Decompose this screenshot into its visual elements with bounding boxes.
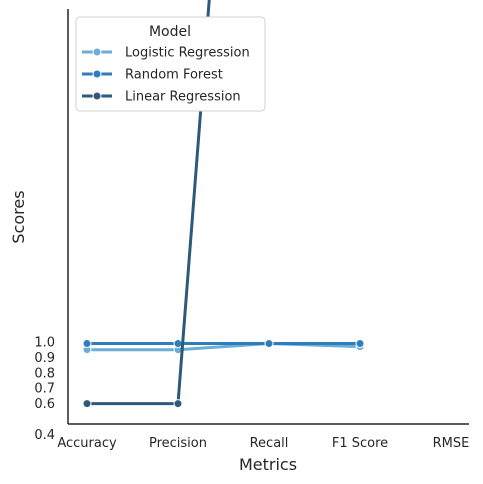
y-tick-label: 0.6	[34, 397, 55, 412]
y-tick-label: 0.4	[34, 428, 55, 443]
y-tick-label: 0.7	[34, 382, 55, 397]
legend-label: Logistic Regression	[125, 46, 250, 61]
data-point	[82, 399, 92, 409]
series-layer	[82, 0, 365, 409]
x-tick-label: RMSE	[433, 436, 470, 451]
legend-title: Model	[149, 24, 191, 40]
data-point	[264, 339, 274, 349]
legend-item: Linear Regression	[82, 90, 241, 105]
x-tick-label: Precision	[149, 436, 207, 451]
y-ticks: 0.4 0.60.70.80.91.0	[34, 336, 55, 443]
legend-swatch-marker	[92, 47, 102, 57]
y-tick-label: 0.8	[34, 366, 55, 381]
y-tick-label: 0.9	[34, 351, 55, 366]
data-point	[355, 339, 365, 349]
legend-swatch-marker	[92, 91, 102, 101]
legend-item: Logistic Regression	[82, 46, 250, 61]
data-point	[173, 399, 183, 409]
data-point	[173, 339, 183, 349]
axes	[67, 9, 469, 425]
legend-box	[75, 16, 266, 112]
legend-swatch-marker	[92, 69, 102, 79]
y-tick-label: 1.0	[34, 336, 55, 351]
legend: Model Logistic Regression Random Forest Li…	[75, 16, 266, 112]
series-line	[85, 342, 362, 352]
y-axis-label: Scores	[9, 190, 28, 243]
data-point	[82, 339, 92, 349]
series-random-forest	[82, 339, 365, 349]
legend-item: Random Forest	[82, 68, 223, 83]
legend-items: Logistic Regression Random Forest Linear R…	[82, 46, 250, 105]
x-axis-label: Metrics	[239, 455, 297, 474]
x-tick-label: Recall	[250, 436, 289, 451]
legend-label: Linear Regression	[125, 90, 241, 105]
legend-label: Random Forest	[125, 68, 223, 83]
x-ticks: Accuracy Precision Recall F1 Score RMSE	[57, 436, 469, 451]
series-linear-regression	[82, 0, 211, 409]
series-logistic-regression	[82, 339, 365, 355]
x-tick-label: Accuracy	[57, 436, 117, 451]
x-tick-label: F1 Score	[332, 436, 388, 451]
